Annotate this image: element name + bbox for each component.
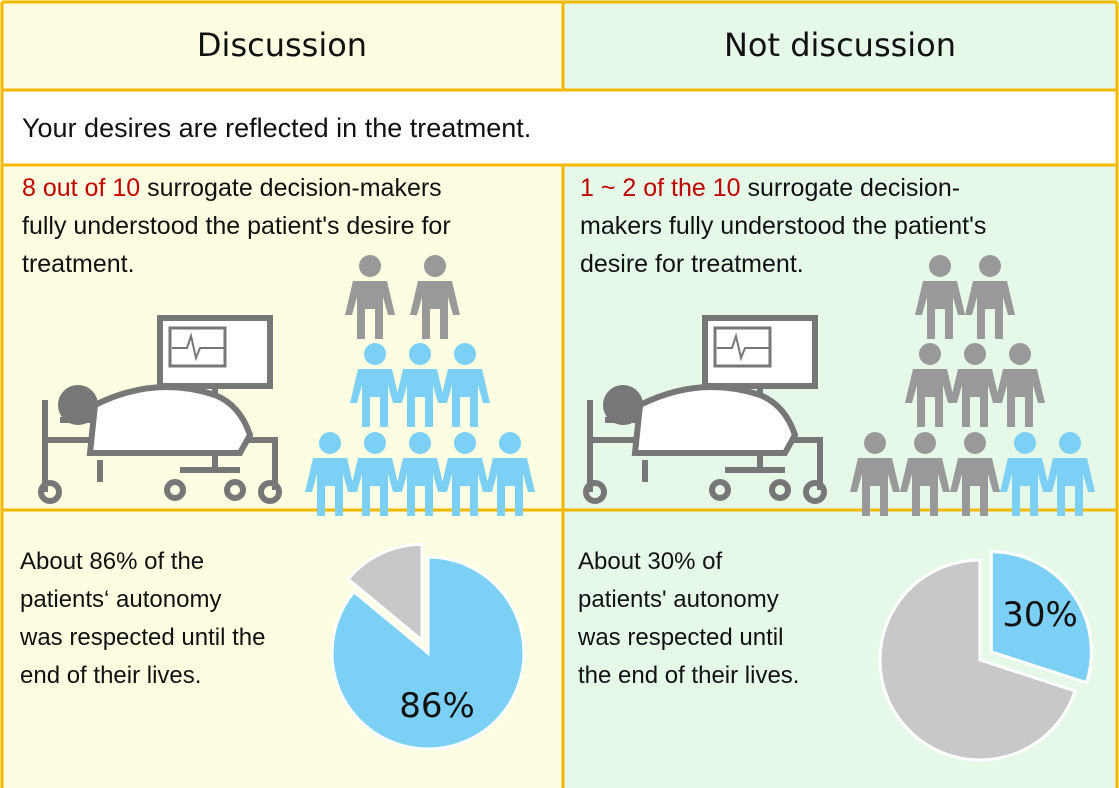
person-head: [964, 343, 986, 365]
person-head: [364, 432, 386, 454]
highlight: 1 ~ 2 of the 10: [580, 174, 741, 202]
text-line: About 30% of: [578, 548, 722, 575]
head: [61, 388, 95, 422]
text-line: makers fully understood the patient's: [580, 212, 986, 240]
person-head: [1059, 432, 1081, 454]
person-head: [454, 432, 476, 454]
paragraph: 1 ~ 2 of the 10 surrogate decision-: [580, 174, 960, 202]
text-line: patients' autonomy: [578, 586, 779, 613]
person-head: [1014, 432, 1036, 454]
person-head: [409, 432, 431, 454]
person-head: [499, 432, 521, 454]
person-head: [364, 343, 386, 365]
person-head: [914, 432, 936, 454]
paragraph: 8 out of 10 surrogate decision-makers: [22, 174, 442, 202]
person-head: [919, 343, 941, 365]
pie-label: 86%: [399, 686, 475, 726]
text-line: patients‘ autonomy: [20, 586, 221, 613]
text-line: was respected until: [577, 624, 783, 651]
person-head: [964, 432, 986, 454]
text-line: desire for treatment.: [580, 250, 804, 278]
text-line: surrogate decision-makers: [140, 174, 442, 202]
text-line: was respected until the: [19, 624, 265, 651]
person-head: [1009, 343, 1031, 365]
header: Not discussion: [724, 26, 956, 64]
highlight: 8 out of 10: [22, 174, 140, 202]
text-line: About 86% of the: [20, 548, 204, 575]
infographic: Discussion Not discussion Your desires a…: [0, 0, 1119, 788]
person-head: [359, 255, 381, 277]
text-line: surrogate decision-: [741, 174, 961, 202]
text-line: fully understood the patient's desire fo…: [22, 212, 451, 240]
person-head: [409, 343, 431, 365]
person-head: [454, 343, 476, 365]
text-line: end of their lives.: [20, 662, 201, 689]
person-head: [979, 255, 1001, 277]
text-line: the end of their lives.: [578, 662, 799, 689]
person-head: [864, 432, 886, 454]
header: Discussion: [197, 26, 367, 64]
head: [606, 388, 640, 422]
banner: Your desires are reflected in the treatm…: [22, 113, 531, 143]
text-line: treatment.: [22, 250, 135, 278]
person-head: [929, 255, 951, 277]
person-head: [424, 255, 446, 277]
person-head: [319, 432, 341, 454]
pie-label: 30%: [1002, 595, 1078, 635]
